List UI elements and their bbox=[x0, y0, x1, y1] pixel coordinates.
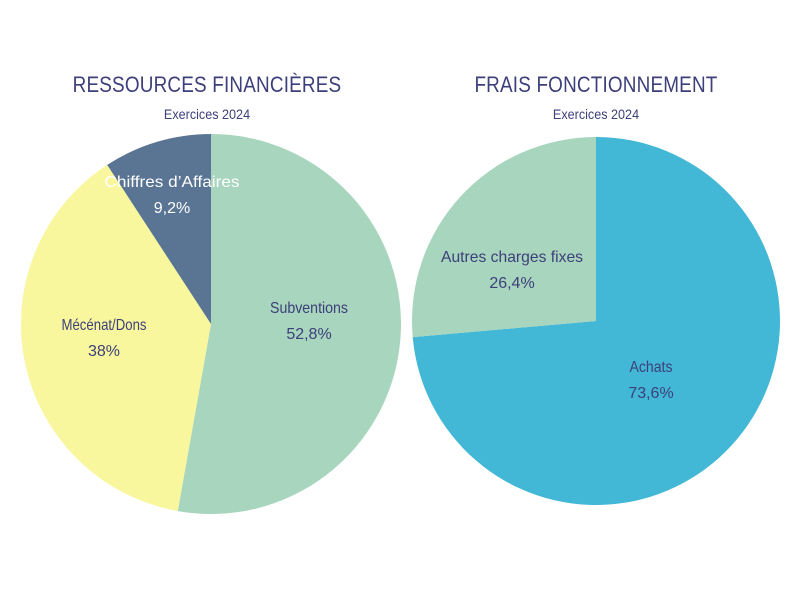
slice-label-chiffres-d-affaires: Chiffres d’Affaires bbox=[105, 174, 240, 191]
slice-value-subventions: 52,8% bbox=[286, 326, 331, 343]
chart-2-header: FRAIS FONCTIONNEMENT Exercices 2024 bbox=[416, 72, 776, 122]
slice-value-mecenat-dons: 38% bbox=[88, 343, 120, 360]
slice-label-mecenat-dons: Mécénat/Dons bbox=[62, 317, 147, 334]
slice-subventions bbox=[177, 134, 401, 514]
slice-mecenat-dons bbox=[20, 164, 211, 512]
slice-label-achats: Achats bbox=[630, 359, 673, 376]
slice-value-autres-charges-fixes: 26,4% bbox=[489, 275, 534, 292]
chart-2-title: FRAIS FONCTIONNEMENT bbox=[474, 72, 718, 97]
slice-value-achats: 73,6% bbox=[628, 385, 673, 402]
slice-chiffres-d-affaires bbox=[107, 134, 211, 324]
chart-1-title: RESSOURCES FINANCIÈRES bbox=[72, 72, 342, 97]
slice-autres-charges-fixes bbox=[412, 137, 596, 338]
slice-achats bbox=[412, 137, 780, 505]
slice-label-autres-charges-fixes: Autres charges fixes bbox=[441, 249, 583, 266]
chart-1-header: RESSOURCES FINANCIÈRES Exercices 2024 bbox=[27, 72, 387, 122]
slice-value-chiffres-d-affaires: 9,2% bbox=[154, 200, 190, 217]
chart-2-subtitle: Exercices 2024 bbox=[552, 106, 640, 122]
slice-label-subventions: Subventions bbox=[270, 300, 348, 317]
chart-1-subtitle: Exercices 2024 bbox=[163, 106, 251, 122]
